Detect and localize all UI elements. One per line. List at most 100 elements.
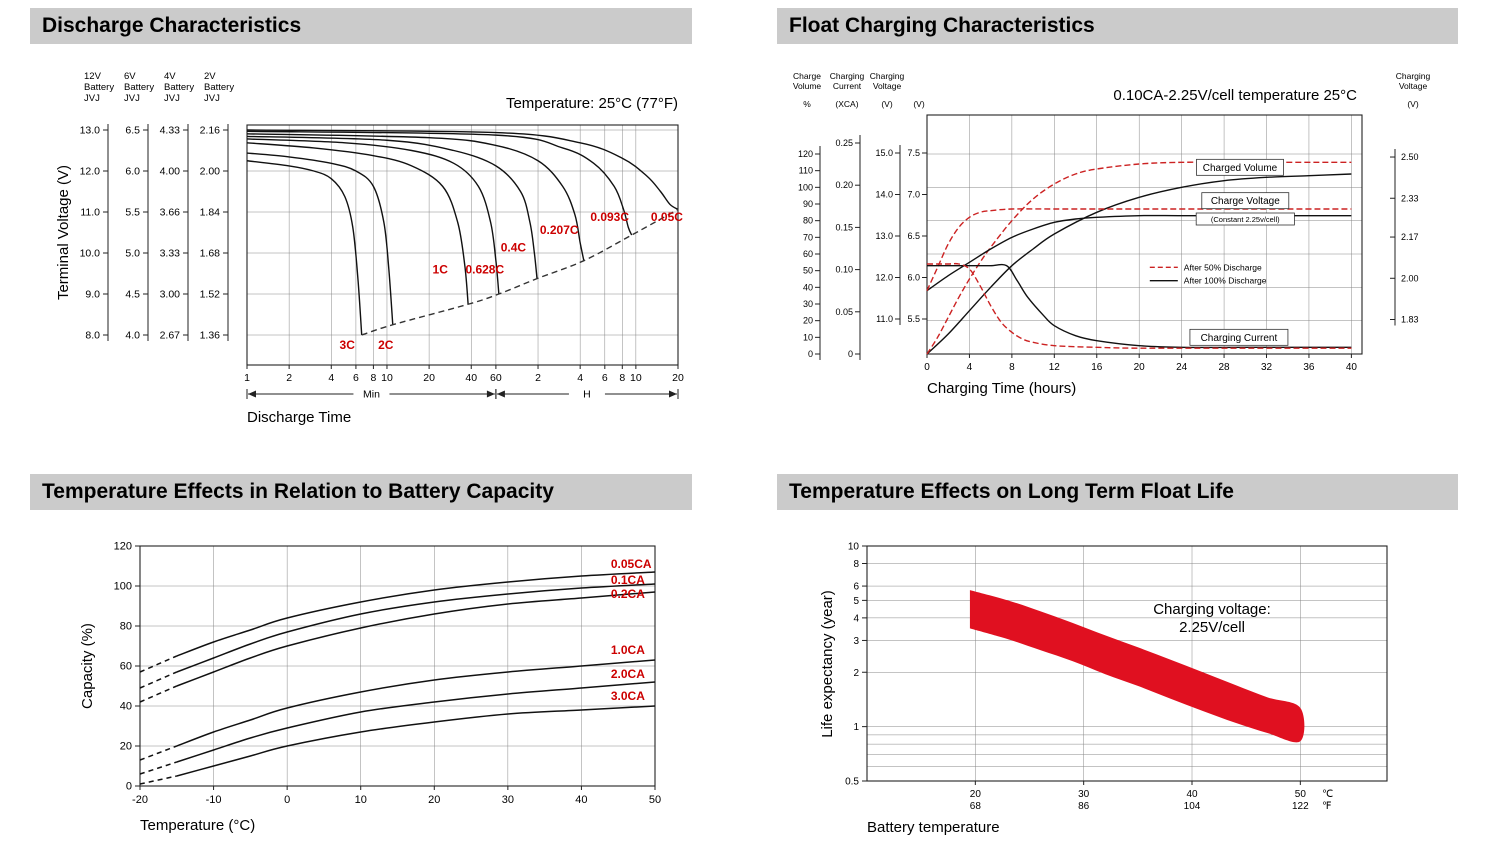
svg-text:90: 90 <box>803 199 813 209</box>
curve-label: Charge Voltage <box>1211 196 1280 207</box>
annotation-line-2: 2.25V/cell <box>1179 619 1245 636</box>
svg-text:Voltage: Voltage <box>1399 81 1428 91</box>
svg-text:120: 120 <box>114 541 132 553</box>
rate-label: 0.093C <box>590 210 629 224</box>
svg-text:Charging: Charging <box>830 71 865 81</box>
svg-text:℃: ℃ <box>1322 789 1333 800</box>
svg-text:0.25: 0.25 <box>835 138 853 148</box>
rate-label: 3C <box>340 338 356 352</box>
rate-label: 0.05CA <box>611 557 652 571</box>
y-axis-label: Life expectancy (year) <box>819 590 836 738</box>
svg-text:1.68: 1.68 <box>200 248 221 260</box>
svg-text:2.16: 2.16 <box>200 125 221 137</box>
svg-text:Battery: Battery <box>124 82 154 93</box>
curve-label: (Constant 2.25v/cell) <box>1211 215 1280 224</box>
svg-text:6V: 6V <box>124 71 136 82</box>
svg-text:6.0: 6.0 <box>125 166 140 178</box>
temp-capacity-title: Temperature Effects in Relation to Batte… <box>42 480 554 503</box>
svg-text:12.0: 12.0 <box>875 273 893 283</box>
svg-text:JVJ: JVJ <box>124 93 140 104</box>
svg-text:86: 86 <box>1078 801 1090 812</box>
svg-text:11.0: 11.0 <box>876 314 893 324</box>
svg-text:40: 40 <box>465 372 477 384</box>
svg-text:0.20: 0.20 <box>835 180 853 190</box>
curve-label: Charging Current <box>1201 333 1278 344</box>
svg-text:0: 0 <box>924 362 930 373</box>
svg-text:10: 10 <box>803 332 813 342</box>
plot-border <box>246 124 679 366</box>
svg-text:4: 4 <box>853 613 859 624</box>
svg-text:1: 1 <box>244 372 250 384</box>
curve-0.2CA <box>176 591 656 687</box>
svg-text:4.33: 4.33 <box>160 125 181 137</box>
svg-text:8.0: 8.0 <box>85 330 100 342</box>
svg-text:0: 0 <box>284 794 290 806</box>
svg-text:H: H <box>583 389 591 401</box>
svg-text:80: 80 <box>803 216 813 226</box>
curve-charging-current-50 <box>927 262 1352 349</box>
svg-text:30: 30 <box>803 299 813 309</box>
svg-text:-20: -20 <box>132 794 148 806</box>
svg-text:12V: 12V <box>84 71 102 82</box>
svg-text:Battery: Battery <box>84 82 114 93</box>
svg-text:6: 6 <box>853 582 859 593</box>
svg-text:4.5: 4.5 <box>125 289 140 301</box>
svg-text:2.50: 2.50 <box>1401 152 1419 162</box>
svg-text:4.00: 4.00 <box>160 166 181 178</box>
svg-text:120: 120 <box>798 149 813 159</box>
svg-text:100: 100 <box>114 581 132 593</box>
svg-text:7.0: 7.0 <box>907 190 920 200</box>
life-band <box>969 590 1305 743</box>
svg-text:JVJ: JVJ <box>84 93 100 104</box>
svg-text:2: 2 <box>853 668 859 679</box>
svg-text:Volume: Volume <box>793 81 822 91</box>
svg-text:8: 8 <box>370 372 376 384</box>
x-axis-label: Battery temperature <box>867 819 1000 836</box>
svg-text:80: 80 <box>120 621 132 633</box>
svg-text:2: 2 <box>535 372 541 384</box>
svg-text:100: 100 <box>798 182 813 192</box>
svg-text:1.84: 1.84 <box>200 207 221 219</box>
svg-text:Current: Current <box>833 81 862 91</box>
svg-text:15.0: 15.0 <box>875 148 893 158</box>
svg-text:8: 8 <box>1009 362 1015 373</box>
svg-text:5.5: 5.5 <box>125 207 140 219</box>
rate-label: 1C <box>433 263 449 277</box>
curve-0.05CA <box>176 571 656 657</box>
float-charging-title: Float Charging Characteristics <box>789 14 1095 37</box>
y-axis-label: Terminal Voltage (V) <box>55 165 72 300</box>
svg-text:122: 122 <box>1292 801 1309 812</box>
svg-text:6: 6 <box>602 372 608 384</box>
svg-text:32: 32 <box>1261 362 1273 373</box>
svg-text:8: 8 <box>619 372 625 384</box>
svg-text:0: 0 <box>848 349 853 359</box>
svg-text:36: 36 <box>1303 362 1315 373</box>
svg-text:0.15: 0.15 <box>835 222 853 232</box>
svg-text:3.66: 3.66 <box>160 207 181 219</box>
curve-2C <box>246 152 394 325</box>
curve-0.093C <box>246 130 633 236</box>
svg-text:24: 24 <box>1176 362 1188 373</box>
svg-text:Battery: Battery <box>164 82 194 93</box>
curve-3.0CA-dashed <box>139 775 177 785</box>
svg-text:1.83: 1.83 <box>1401 315 1419 325</box>
svg-text:10: 10 <box>630 372 642 384</box>
rate-label: 0.05C <box>651 210 683 224</box>
svg-text:2: 2 <box>286 372 292 384</box>
svg-text:60: 60 <box>120 661 132 673</box>
discharge-chart: 13.012.011.010.09.08.012VBatteryJVJ6.56.… <box>55 71 684 426</box>
svg-text:Charge: Charge <box>793 71 821 81</box>
svg-text:20: 20 <box>423 372 435 384</box>
svg-text:40: 40 <box>120 701 132 713</box>
float-charging-plot: 010203040506070809010011012000.050.100.1… <box>793 71 1431 397</box>
svg-text:%: % <box>803 99 811 109</box>
svg-text:68: 68 <box>970 801 982 812</box>
curve-3C <box>246 160 363 336</box>
curve-0.207C <box>246 133 585 261</box>
svg-text:13.0: 13.0 <box>80 125 101 137</box>
svg-text:2.17: 2.17 <box>1401 232 1419 242</box>
svg-text:12.0: 12.0 <box>80 166 101 178</box>
svg-text:1.36: 1.36 <box>200 330 221 342</box>
svg-text:(V): (V) <box>1407 99 1419 109</box>
rate-label: 1.0CA <box>611 643 645 657</box>
